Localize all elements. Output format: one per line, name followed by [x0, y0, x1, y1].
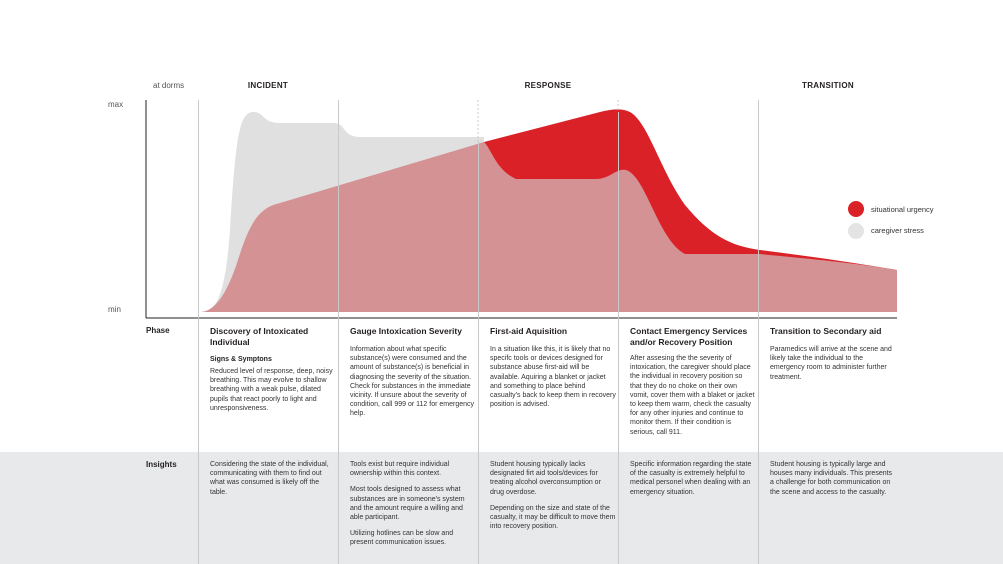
- overlap-area: [146, 142, 897, 312]
- axis-label-min: min: [108, 305, 121, 314]
- column-body: After assesing the the severity of intox…: [630, 355, 755, 436]
- column-title: Transition to Secondary aid: [770, 326, 882, 336]
- column-body: In a situation like this, it is likely t…: [490, 346, 616, 409]
- column-title: Contact Emergency Services and/or Recove…: [630, 326, 748, 347]
- column-first-aid: First-aid Aquisition In a situation like…: [490, 326, 616, 416]
- column-transition: Transition to Secondary aid Paramedics w…: [770, 326, 896, 389]
- axis-label-max: max: [108, 100, 124, 109]
- legend-stress-label: caregiver stress: [871, 226, 924, 235]
- column-divider-1: [198, 100, 199, 564]
- phase-heading-transition: TRANSITION: [802, 81, 854, 90]
- column-subtitle: Signs & Symptons: [210, 356, 272, 363]
- insights-row-label: Insights: [146, 460, 177, 469]
- insights-transition: Student housing is typically large and h…: [770, 461, 893, 496]
- column-gauge-severity: Gauge Intoxication Severity Information …: [350, 326, 476, 426]
- column-discovery: Discovery of Intoxicated Individual Sign…: [210, 326, 336, 420]
- legend-urgency-swatch: [848, 201, 864, 217]
- insights-first-aid: Student housing typically lacks designat…: [490, 461, 616, 531]
- phase-heading-incident: INCIDENT: [247, 81, 289, 90]
- insights-discovery: Considering the state of the individual,…: [210, 461, 329, 496]
- insights-contact-emergency: Specific information regarding the state…: [630, 461, 752, 496]
- column-contact-emergency: Contact Emergency Services and/or Recove…: [630, 326, 756, 444]
- legend-urgency-label: situational urgency: [871, 205, 934, 214]
- column-divider-5: [758, 100, 759, 564]
- axis-label-at-dorms: at dorms: [153, 81, 185, 90]
- column-title: Discovery of Intoxicated Individual: [210, 326, 309, 347]
- legend-stress-swatch: [848, 223, 864, 239]
- column-divider-2: [338, 100, 339, 564]
- column-title: First-aid Aquisition: [490, 326, 568, 336]
- insights-band: [0, 452, 1003, 564]
- column-divider-4: [618, 112, 619, 564]
- phase-row-label: Phase: [146, 326, 170, 335]
- column-body: Reduced level of response, deep, noisy b…: [210, 368, 333, 412]
- column-body: Paramedics will arrive at the scene and …: [770, 346, 892, 381]
- column-divider-3: [478, 142, 479, 564]
- column-body: Information about what specific substanc…: [350, 346, 474, 418]
- column-title: Gauge Intoxication Severity: [350, 326, 462, 336]
- insights-gauge-severity: Tools exist but require individual owner…: [350, 461, 465, 547]
- phase-heading-response: RESPONSE: [524, 81, 572, 90]
